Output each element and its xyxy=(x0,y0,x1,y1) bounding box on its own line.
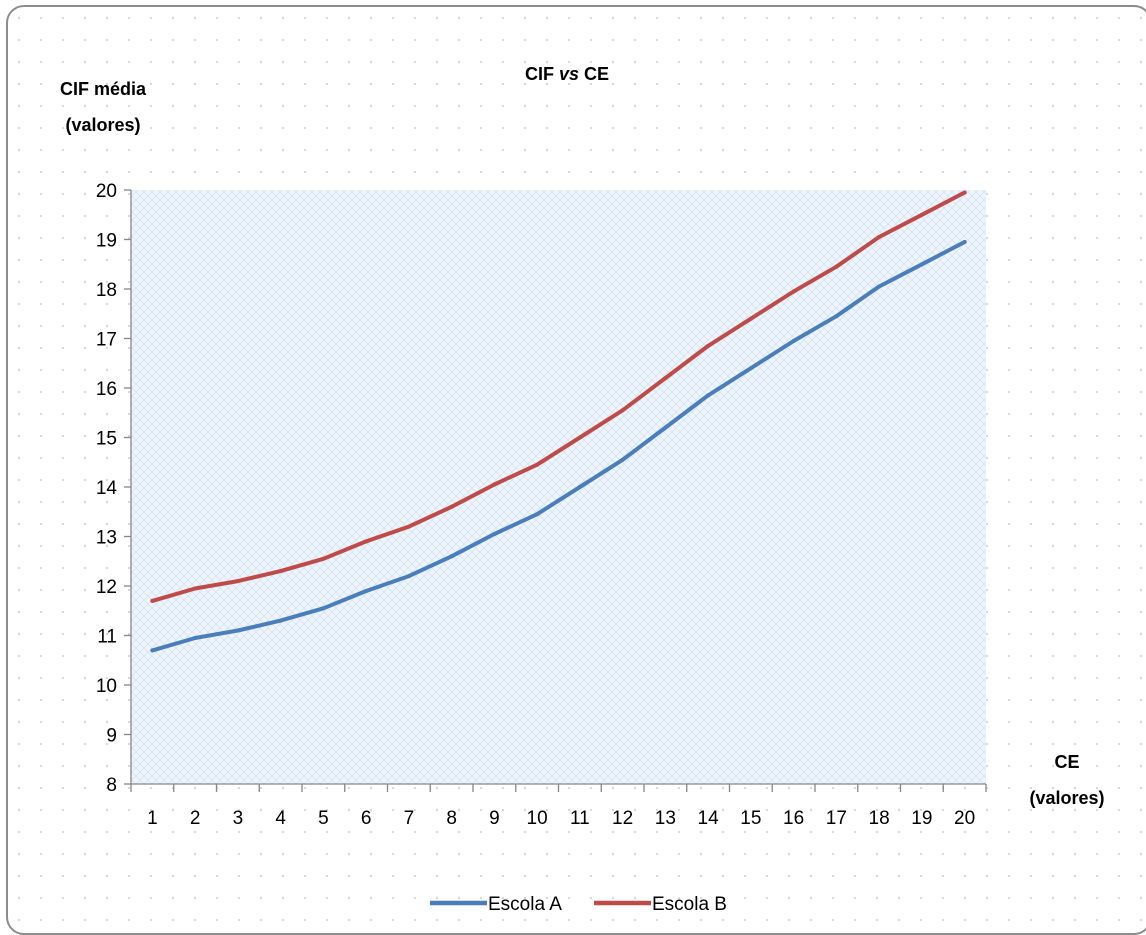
data-point xyxy=(706,393,711,398)
data-point xyxy=(577,485,582,489)
data-point xyxy=(235,628,240,633)
data-point xyxy=(620,457,625,462)
x-tick-label: 14 xyxy=(698,808,720,829)
x-axis-title-line2: (valores) xyxy=(1029,788,1104,808)
legend-label: Escola B xyxy=(652,894,727,915)
data-point xyxy=(321,606,326,611)
y-tick-label: 9 xyxy=(106,726,117,747)
chart-frame: CIF vs CE CIF média (valores) CE (valore… xyxy=(6,5,1146,935)
x-tick-label: 9 xyxy=(489,808,500,829)
y-axis-title-line2: (valores) xyxy=(65,115,140,135)
x-tick-label: 10 xyxy=(527,808,548,829)
y-tick-label: 15 xyxy=(96,429,117,450)
data-point xyxy=(492,532,497,537)
data-point xyxy=(962,190,967,195)
data-point xyxy=(449,504,454,509)
legend: Escola A Escola B xyxy=(430,894,727,915)
x-tick-label: 3 xyxy=(233,808,244,829)
y-tick-label: 11 xyxy=(97,627,117,648)
data-point xyxy=(834,314,839,319)
y-tick-label: 14 xyxy=(96,478,118,499)
data-point xyxy=(535,512,540,517)
x-tick-label: 13 xyxy=(655,808,676,829)
data-point xyxy=(150,598,155,603)
data-point xyxy=(663,425,668,430)
data-point xyxy=(492,482,497,487)
data-point xyxy=(748,366,753,371)
data-point xyxy=(364,539,369,544)
x-tick-label: 20 xyxy=(954,808,975,829)
data-point xyxy=(919,262,924,267)
y-tick-label: 16 xyxy=(96,379,117,400)
chart-title: CIF vs CE xyxy=(525,64,609,84)
x-axis-title-line1: CE xyxy=(1054,752,1079,772)
data-point xyxy=(748,316,753,321)
y-tick-label: 10 xyxy=(96,676,117,697)
data-point xyxy=(150,648,155,653)
x-tick-label: 12 xyxy=(612,808,633,829)
data-point xyxy=(364,588,369,593)
y-tick-label: 19 xyxy=(96,231,117,252)
x-tick-label: 15 xyxy=(740,808,761,829)
y-axis-title-line1: CIF média xyxy=(60,79,147,99)
y-tick-label: 17 xyxy=(96,330,117,351)
plot-area xyxy=(131,190,986,784)
data-point xyxy=(791,338,796,343)
data-point xyxy=(406,524,411,529)
data-point xyxy=(278,569,283,574)
y-tick-label: 8 xyxy=(106,775,117,796)
data-point xyxy=(919,212,924,217)
data-point xyxy=(877,284,882,289)
x-tick-label: 16 xyxy=(783,808,804,829)
data-point xyxy=(235,579,240,584)
data-point xyxy=(577,435,582,440)
x-tick-label: 1 xyxy=(147,808,158,829)
legend-label: Escola A xyxy=(488,894,562,915)
x-tick-label: 8 xyxy=(446,808,457,829)
data-point xyxy=(962,239,967,244)
data-point xyxy=(834,264,839,269)
y-tick-label: 13 xyxy=(96,528,117,549)
data-point xyxy=(449,554,454,559)
x-tick-label: 6 xyxy=(361,808,372,829)
data-point xyxy=(791,289,796,294)
data-point xyxy=(706,343,711,348)
y-tick-label: 12 xyxy=(96,577,117,598)
x-tick-label: 7 xyxy=(404,808,415,829)
x-tick-label: 4 xyxy=(275,808,286,829)
data-point xyxy=(535,462,540,467)
x-tick-label: 18 xyxy=(869,808,890,829)
x-tick-label: 2 xyxy=(190,808,201,829)
data-point xyxy=(663,376,668,381)
x-tick-label: 5 xyxy=(318,808,329,829)
data-point xyxy=(877,235,882,240)
data-point xyxy=(193,586,198,591)
series-line-escola-a xyxy=(150,240,967,653)
y-tick-label: 18 xyxy=(96,280,117,301)
y-tick-label: 20 xyxy=(96,181,117,202)
x-tick-label: 17 xyxy=(826,808,847,829)
data-point xyxy=(278,618,283,623)
x-tick-label: 11 xyxy=(570,808,590,829)
series-lines xyxy=(150,190,967,653)
data-point xyxy=(620,408,625,413)
data-point xyxy=(193,635,198,640)
x-tick-label: 19 xyxy=(911,808,932,829)
data-point xyxy=(321,556,326,561)
data-point xyxy=(406,574,411,579)
series-line-escola-b xyxy=(150,190,967,603)
